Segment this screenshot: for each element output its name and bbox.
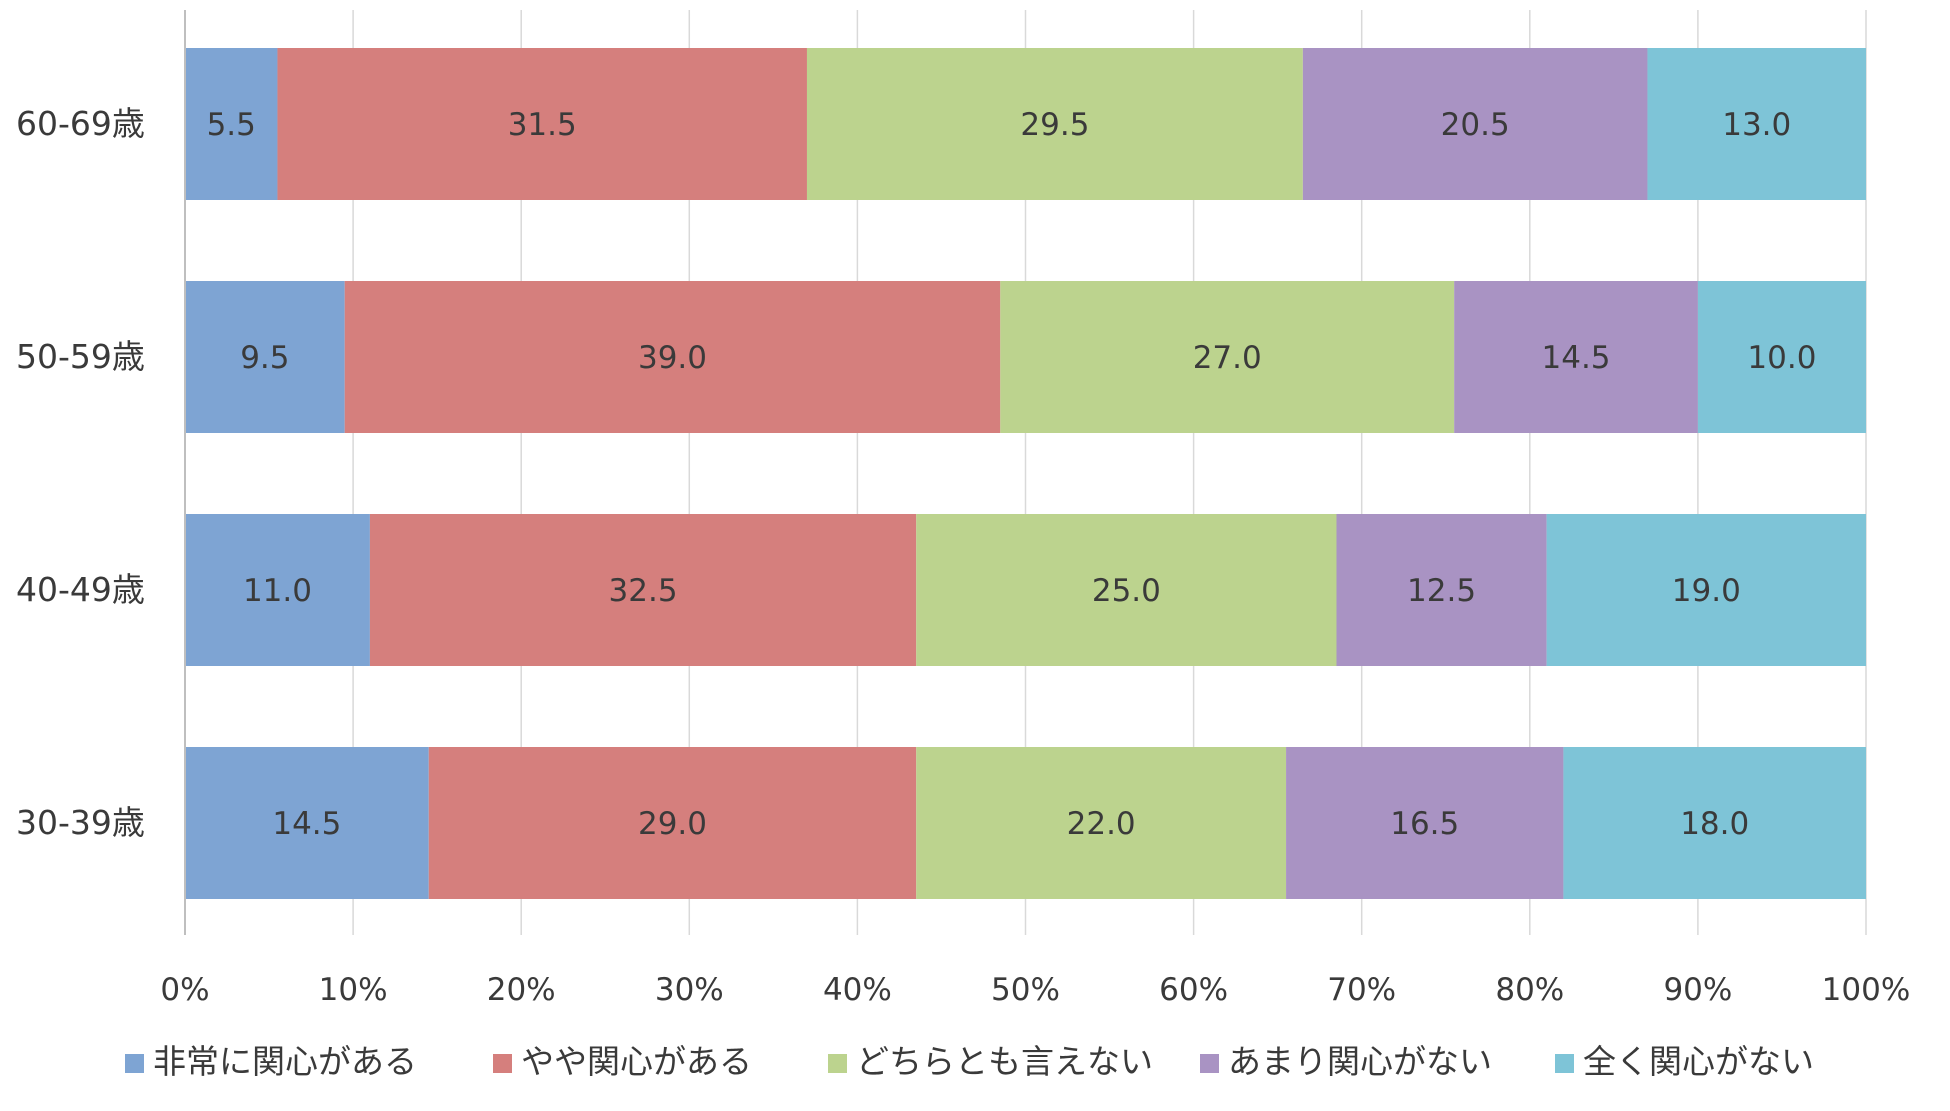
legend-label: やや関心がある [521,1042,752,1081]
data-label: 13.0 [1722,107,1791,143]
x-tick-label: 70% [1327,972,1396,1008]
legend-label: 全く関心がない [1583,1042,1814,1081]
data-label: 19.0 [1672,573,1741,609]
bar-segment [1563,747,1866,899]
data-label: 9.5 [240,340,289,376]
bar-segment [916,747,1287,899]
data-label: 29.5 [1020,107,1089,143]
x-tick-label: 40% [823,972,892,1008]
x-tick-label: 100% [1822,972,1911,1008]
bar-segment [916,514,1337,666]
data-label: 20.5 [1441,107,1510,143]
legend-swatch [1555,1054,1574,1073]
data-label: 25.0 [1092,573,1161,609]
data-label: 12.5 [1407,573,1476,609]
bar-segment [185,48,278,200]
x-tick-label: 10% [319,972,388,1008]
bar-segment [1647,48,1866,200]
bars [185,48,1866,899]
bar-segment [344,281,1001,433]
bar-segment [806,48,1303,200]
legend-swatch [1200,1054,1219,1073]
bar-segment [185,514,370,666]
axes: 60-69歳 50-59歳 40-49歳 30-39歳 0% 10% 20% 30% 40% 50… [16,10,1910,1008]
x-tick-label: 90% [1663,972,1732,1008]
x-tick-label: 0% [160,972,209,1008]
x-tick-label: 50% [991,972,1060,1008]
bar-segment [1336,514,1547,666]
data-label: 14.5 [272,806,341,842]
data-label: 39.0 [638,340,707,376]
category-label: 30-39歳 [16,803,145,842]
data-label: 31.5 [508,107,577,143]
legend-swatch [828,1054,847,1073]
category-label: 50-59歳 [16,337,145,376]
bar-segment [1000,281,1455,433]
category-label: 40-49歳 [16,570,145,609]
data-labels: 5.5 31.5 29.5 20.5 13.0 9.5 39.0 27.0 14.5 10.0 11… [207,107,1817,842]
data-label: 16.5 [1390,806,1459,842]
data-label: 32.5 [609,573,678,609]
x-tick-label: 30% [655,972,724,1008]
x-tick-label: 20% [487,972,556,1008]
legend-label: 非常に関心がある [153,1042,417,1081]
data-label: 18.0 [1680,806,1749,842]
bar-segment [1302,48,1648,200]
x-tick-label: 60% [1159,972,1228,1008]
bar-segment [277,48,807,200]
data-label: 10.0 [1747,340,1816,376]
legend: 非常に関心がある やや関心がある どちらとも言えない あまり関心がない 全く関心がない [125,1042,1814,1081]
data-label: 14.5 [1542,340,1611,376]
data-label: 5.5 [207,107,256,143]
bar-segment [185,281,345,433]
bar-segment [1454,281,1698,433]
data-label: 27.0 [1193,340,1262,376]
bar-segment [1286,747,1564,899]
data-label: 22.0 [1067,806,1136,842]
legend-label: どちらとも言えない [856,1042,1153,1081]
legend-swatch [125,1054,144,1073]
bar-segment [1546,514,1866,666]
data-label: 29.0 [638,806,707,842]
legend-label: あまり関心がない [1228,1042,1492,1081]
bar-segment [185,747,429,899]
data-label: 11.0 [243,573,312,609]
bar-segment [1697,281,1866,433]
bar-segment [369,514,917,666]
legend-swatch [493,1054,512,1073]
x-tick-label: 80% [1495,972,1564,1008]
category-label: 60-69歳 [16,104,145,143]
bar-segment [428,747,917,899]
